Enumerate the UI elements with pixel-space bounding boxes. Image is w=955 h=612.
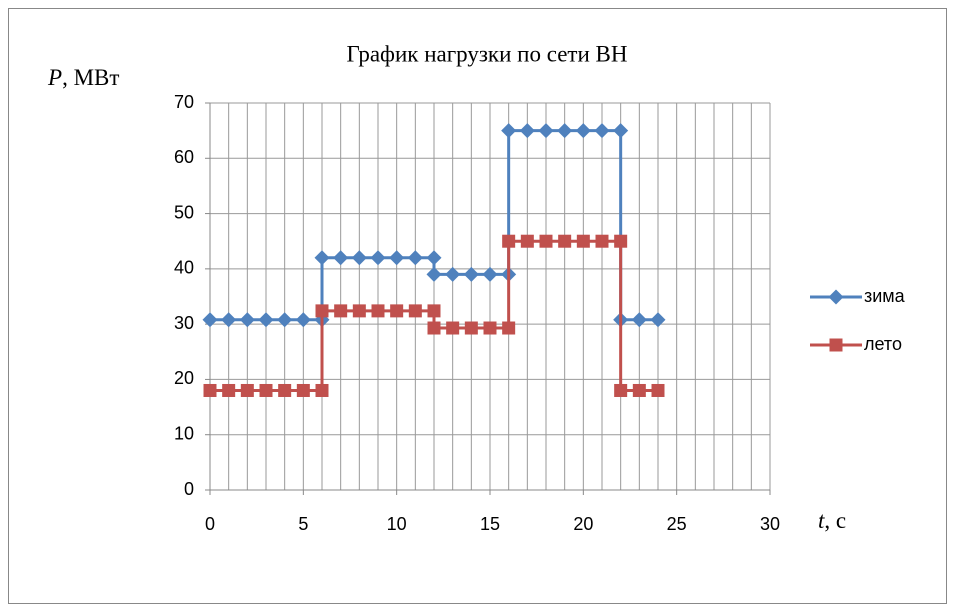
- marker: [575, 123, 591, 139]
- marker: [445, 266, 461, 282]
- marker: [502, 321, 516, 335]
- marker: [519, 123, 535, 139]
- marker: [651, 383, 665, 397]
- marker: [632, 383, 646, 397]
- marker: [370, 250, 386, 266]
- marker: [351, 250, 367, 266]
- chart-title: График нагрузки по сети ВН: [347, 41, 628, 66]
- y-tick-label: 60: [174, 147, 194, 167]
- marker: [631, 312, 647, 328]
- marker: [539, 234, 553, 248]
- marker: [614, 383, 628, 397]
- y-tick-label: 0: [184, 479, 194, 499]
- marker: [408, 304, 422, 318]
- y-label-var: P: [47, 65, 62, 90]
- marker: [595, 234, 609, 248]
- legend-label: зима: [864, 286, 906, 306]
- marker: [483, 321, 497, 335]
- y-tick-label: 30: [174, 313, 194, 333]
- marker: [614, 234, 628, 248]
- marker: [334, 304, 348, 318]
- marker: [314, 250, 330, 266]
- marker: [295, 312, 311, 328]
- x-tick-label: 0: [205, 514, 215, 534]
- y-tick-label: 10: [174, 423, 194, 443]
- marker: [482, 266, 498, 282]
- marker: [501, 123, 517, 139]
- marker: [427, 304, 441, 318]
- marker: [333, 250, 349, 266]
- marker: [558, 234, 572, 248]
- marker: [502, 234, 516, 248]
- marker: [371, 304, 385, 318]
- marker: [426, 250, 442, 266]
- y-axis-label: P, МВт: [47, 65, 119, 90]
- y-tick-label: 20: [174, 368, 194, 388]
- x-axis-label: t, с: [818, 508, 846, 533]
- x-tick-label: 20: [573, 514, 593, 534]
- chart-frame: [8, 8, 947, 604]
- marker: [240, 383, 254, 397]
- marker: [829, 338, 843, 352]
- x-tick-label: 30: [760, 514, 780, 534]
- marker: [315, 383, 329, 397]
- marker: [277, 312, 293, 328]
- marker: [613, 123, 629, 139]
- marker: [352, 304, 366, 318]
- marker: [594, 123, 610, 139]
- marker: [427, 321, 441, 335]
- marker: [203, 383, 217, 397]
- marker: [296, 383, 310, 397]
- marker: [278, 383, 292, 397]
- marker: [557, 123, 573, 139]
- marker: [446, 321, 460, 335]
- x-tick-label: 10: [387, 514, 407, 534]
- marker: [389, 250, 405, 266]
- marker: [538, 123, 554, 139]
- marker: [222, 383, 236, 397]
- marker: [463, 266, 479, 282]
- y-tick-label: 40: [174, 258, 194, 278]
- x-tick-label: 5: [298, 514, 308, 534]
- marker: [259, 383, 273, 397]
- marker: [426, 266, 442, 282]
- y-tick-label: 50: [174, 202, 194, 222]
- x-tick-label: 15: [480, 514, 500, 534]
- x-tick-label: 25: [667, 514, 687, 534]
- marker: [407, 250, 423, 266]
- marker: [828, 289, 844, 305]
- marker: [390, 304, 404, 318]
- x-label-var: t: [818, 508, 825, 533]
- marker: [202, 312, 218, 328]
- marker: [576, 234, 590, 248]
- marker: [650, 312, 666, 328]
- y-label-unit: , МВт: [62, 65, 119, 90]
- marker: [258, 312, 274, 328]
- marker: [221, 312, 237, 328]
- marker: [520, 234, 534, 248]
- x-label-unit: , с: [824, 508, 846, 533]
- legend-label: лето: [864, 334, 902, 354]
- marker: [464, 321, 478, 335]
- marker: [315, 304, 329, 318]
- y-tick-label: 70: [174, 92, 194, 112]
- marker: [239, 312, 255, 328]
